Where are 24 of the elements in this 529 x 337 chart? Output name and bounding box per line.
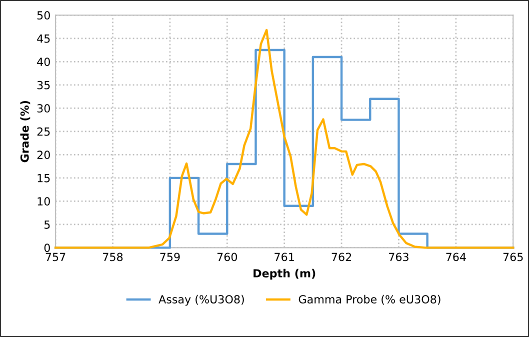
- y-tick-label: 10: [38, 197, 50, 206]
- x-tick-label: 761: [274, 252, 294, 262]
- y-tick-label: 30: [37, 104, 50, 113]
- legend-label: Assay (%U3O8): [158, 294, 244, 306]
- x-tick-label: 757: [46, 252, 66, 262]
- legend-label: Gamma Probe (% eU3O8): [298, 294, 440, 305]
- y-tick-label: 0: [44, 244, 50, 252]
- y-tick-label: 40: [37, 58, 50, 66]
- y-tick-label: 5: [44, 220, 50, 229]
- x-tick-label: 762: [332, 252, 352, 262]
- x-tick-label: 759: [160, 252, 180, 262]
- y-tick-label: 45: [37, 34, 50, 43]
- y-tick-label: 25: [37, 127, 50, 136]
- y-tick-label: 50: [37, 11, 50, 20]
- y-tick-label: 15: [38, 174, 50, 182]
- y-tick-label: 20: [37, 150, 50, 160]
- y-axis-title: Grade (%): [20, 101, 30, 162]
- x-tick-label: 763: [389, 252, 408, 262]
- x-tick-label: 760: [217, 252, 238, 262]
- x-tick-label: 765: [503, 252, 523, 262]
- y-tick-label: 35: [37, 80, 50, 90]
- x-axis-title: Depth (m): [254, 268, 316, 280]
- x-tick-label: 758: [103, 252, 123, 262]
- x-tick-label: 764: [446, 252, 466, 262]
